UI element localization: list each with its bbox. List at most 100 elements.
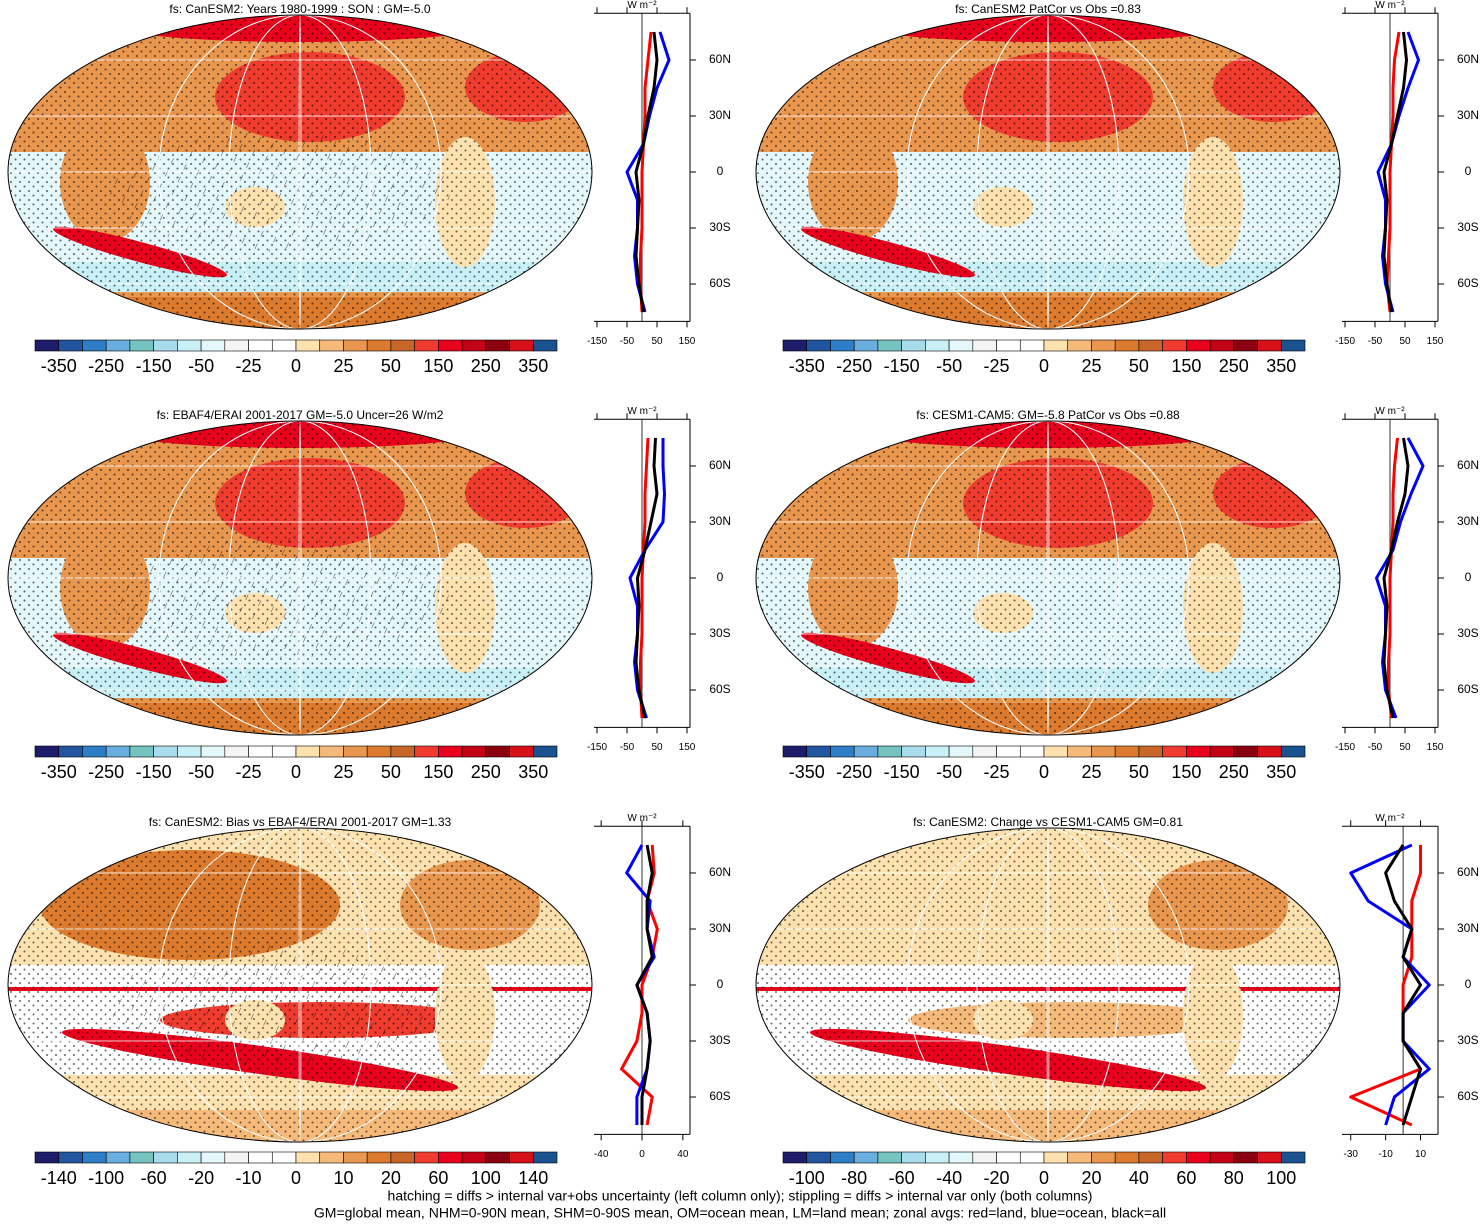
colorbar-label: -350: [789, 356, 825, 376]
colorbar-label: -10: [236, 1168, 262, 1188]
colorbar-label: -150: [136, 356, 172, 376]
colorbar-swatch: [224, 1151, 249, 1164]
zonal-mean-line: [634, 31, 659, 313]
colorbar-swatch: [390, 339, 415, 352]
colorbar-swatch: [34, 1151, 60, 1164]
colorbar-label: -250: [88, 356, 124, 376]
colorbar-swatch: [1091, 1151, 1116, 1164]
x-tick-label: -50: [1368, 742, 1383, 753]
unit-label: W m⁻²: [1375, 813, 1405, 824]
x-tick-label: -30: [1344, 1149, 1359, 1160]
colorbar-label: 50: [1129, 356, 1149, 376]
colorbar-label: 0: [1039, 356, 1049, 376]
colorbar-swatch: [1280, 339, 1306, 352]
map-outline: [7, 827, 593, 1143]
graticule: [298, 828, 302, 1142]
colorbar-swatch: [224, 339, 249, 352]
colorbar-swatch: [129, 339, 154, 352]
panel-title: fs: CanESM2: Years 1980-1999 : SON : GM=…: [169, 2, 430, 16]
colorbar-label: 250: [1219, 762, 1249, 782]
zonal-mean-line: [1384, 844, 1423, 1126]
x-tick-label: -50: [1368, 336, 1383, 347]
map-field: [8, 421, 592, 735]
graticule: [906, 15, 1190, 329]
y-tick-label: 60N: [709, 52, 731, 66]
colorbar-swatch: [295, 745, 321, 758]
colorbar-label: 150: [423, 762, 453, 782]
graticule: [158, 421, 442, 735]
y-tick-label: 30S: [1457, 626, 1478, 640]
colorbar-swatch: [1114, 745, 1140, 758]
graticule: [976, 828, 1120, 1142]
colorbar-swatch: [1186, 339, 1211, 352]
x-tick-label: 150: [679, 742, 696, 753]
y-tick-label: 60N: [709, 865, 731, 879]
colorbar-label: -25: [236, 762, 262, 782]
colorbar-swatch: [58, 339, 83, 352]
colorbar-label: -250: [836, 762, 872, 782]
colorbar-swatch: [830, 745, 855, 758]
colorbar-label: 140: [518, 1168, 548, 1188]
unit-label: W m⁻²: [1375, 0, 1405, 11]
colorbar-swatch: [1019, 339, 1045, 352]
colorbar-swatch: [82, 745, 107, 758]
colorbar-label: -60: [141, 1168, 167, 1188]
colorbar-swatch: [1067, 745, 1092, 758]
colorbar-swatch: [972, 745, 997, 758]
colorbar-label: 50: [1129, 762, 1149, 782]
y-tick-label: 0: [1465, 977, 1472, 991]
x-tick-label: 0: [639, 1149, 645, 1160]
panel: fs: CanESM2: Change vs CESM1-CAM5 GM=0.8…: [755, 813, 1479, 1188]
colorbar-swatch: [948, 339, 974, 352]
colorbar-swatch: [948, 745, 974, 758]
footnote: hatching = diffs > internal var+obs unce…: [388, 1188, 1093, 1204]
colorbar-swatch: [972, 1151, 997, 1164]
colorbar-swatch: [877, 339, 902, 352]
y-tick-label: 30S: [1457, 220, 1478, 234]
colorbar-swatch: [806, 1151, 831, 1164]
colorbar-swatch: [248, 1151, 273, 1164]
map-field: [756, 15, 1340, 329]
zonal-mean-line: [635, 844, 654, 1126]
colorbar-swatch: [1233, 1151, 1258, 1164]
colorbar-swatch: [1019, 1151, 1045, 1164]
colorbar-label: -50: [936, 762, 962, 782]
colorbar-swatch: [153, 1151, 178, 1164]
y-tick-label: 30N: [709, 514, 731, 528]
colorbar-swatch: [319, 339, 344, 352]
footnote: GM=global mean, NHM=0-90N mean, SHM=0-90…: [314, 1205, 1166, 1221]
colorbar-label: -350: [41, 356, 77, 376]
graticule: [906, 421, 1190, 735]
colorbar-label: -140: [41, 1168, 77, 1188]
colorbar-swatch: [485, 339, 510, 352]
colorbar-swatch: [782, 339, 808, 352]
graticule: [158, 15, 442, 329]
colorbar-swatch: [830, 1151, 855, 1164]
colorbar-swatch: [343, 745, 368, 758]
graticule: [158, 828, 442, 1142]
y-tick-label: 30S: [1457, 1033, 1478, 1047]
zonal-mean-line: [1382, 437, 1410, 719]
colorbar-label: 150: [1171, 356, 1201, 376]
panel-title: fs: EBAF4/ERAI 2001-2017 GM=-5.0 Uncer=2…: [157, 408, 444, 422]
graticule: [228, 828, 372, 1142]
colorbar-swatch: [248, 745, 273, 758]
colorbar-label: 350: [518, 762, 548, 782]
colorbar-swatch: [438, 745, 463, 758]
y-tick-label: 0: [1465, 164, 1472, 178]
colorbar-label: 50: [381, 356, 401, 376]
x-tick-label: 50: [651, 336, 663, 347]
colorbar-label: -150: [884, 356, 920, 376]
map-outline: [755, 420, 1341, 736]
colorbar-swatch: [105, 745, 131, 758]
colorbar-label: 150: [423, 356, 453, 376]
y-tick-label: 60N: [1457, 865, 1479, 879]
colorbar-swatch: [366, 339, 392, 352]
colorbar-swatch: [1138, 339, 1163, 352]
colorbar-swatch: [1209, 339, 1235, 352]
y-tick-label: 60S: [1457, 276, 1478, 290]
y-tick-label: 60N: [1457, 458, 1479, 472]
colorbar-swatch: [877, 1151, 902, 1164]
colorbar-label: -250: [836, 356, 872, 376]
